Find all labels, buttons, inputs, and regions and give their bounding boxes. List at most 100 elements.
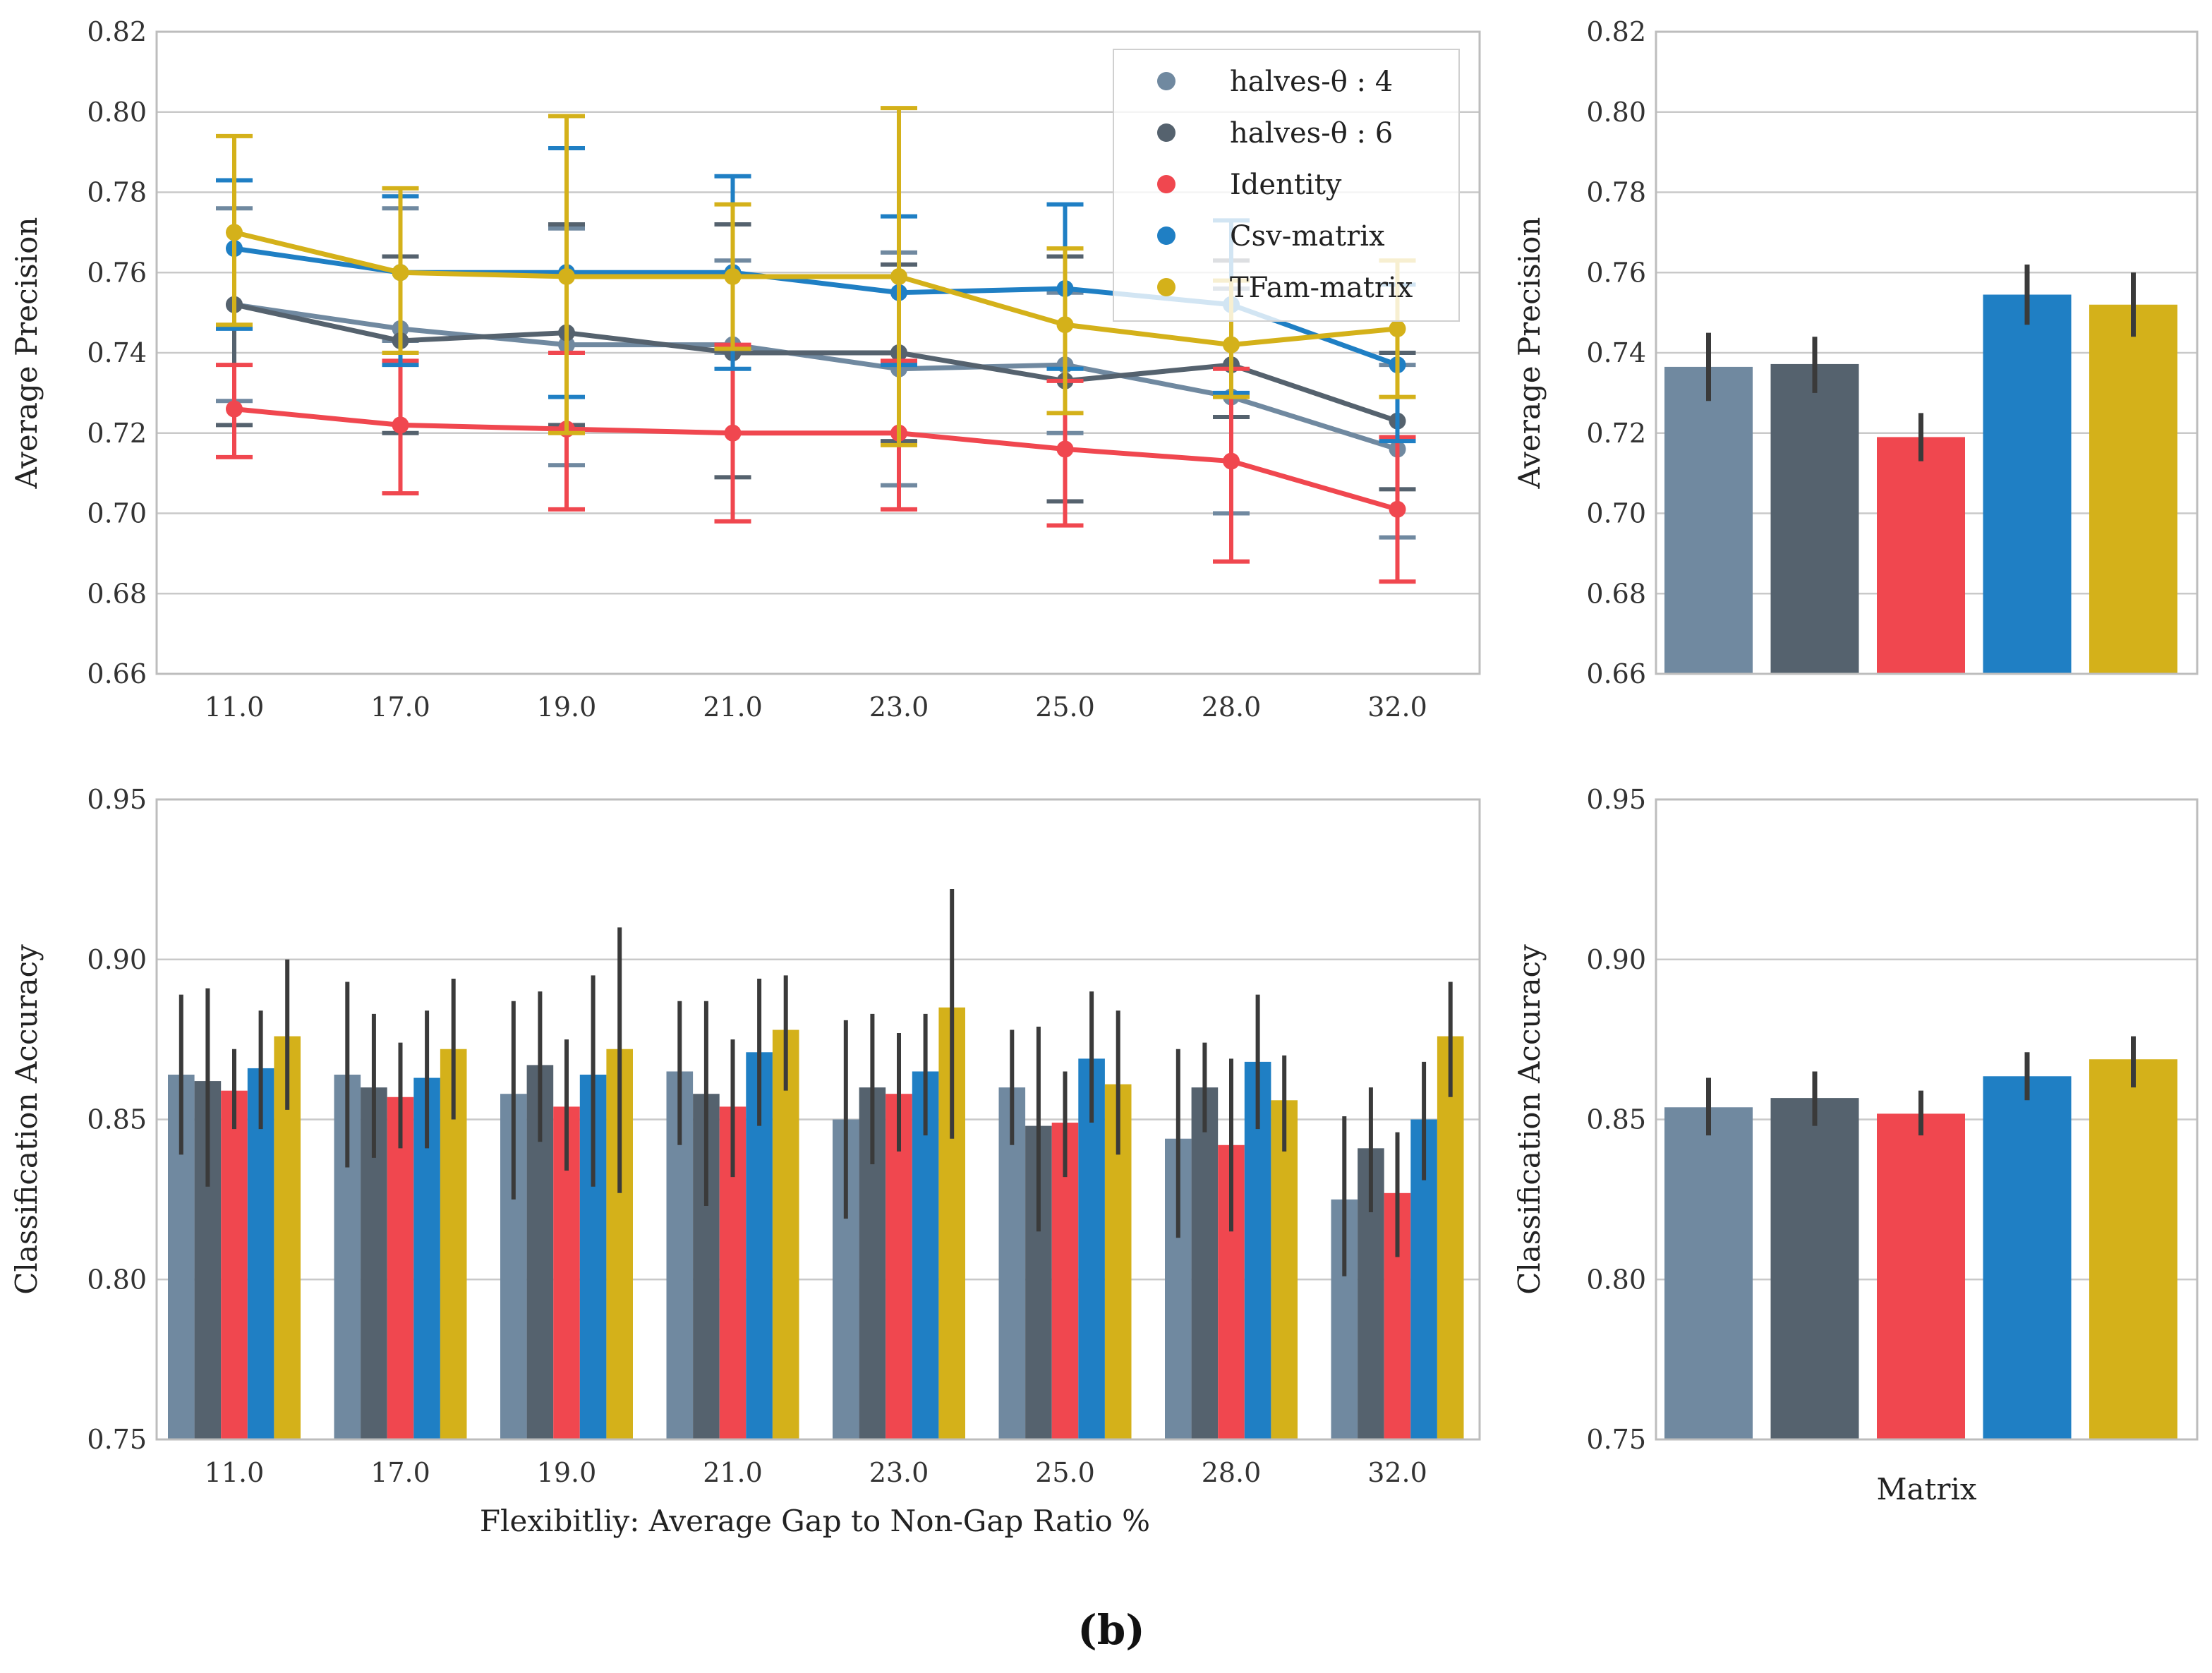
plot-frame	[1655, 30, 2199, 675]
x-tick-label: 11.0	[205, 1457, 265, 1488]
bar-tfam	[772, 1029, 799, 1439]
x-tick-label: 32.0	[1367, 691, 1427, 723]
legend-marker-halves6	[1157, 123, 1175, 142]
x-tick-label: 17.0	[370, 1457, 430, 1488]
y-tick-label: 0.66	[1586, 658, 1646, 689]
x-tick-label: 28.0	[1202, 691, 1262, 723]
x-tick-label: 23.0	[869, 1457, 929, 1488]
legend-label-csv: Csv-matrix	[1230, 220, 1385, 253]
y-tick-label: 0.78	[1586, 177, 1646, 208]
y-tick-label: 0.75	[1586, 1424, 1646, 1455]
legend-marker-tfam	[1157, 278, 1175, 296]
average-precision-bar-chart: 0.66 0.68 0.70 0.72 0.74 0.76 0.78 0.80 0.82 Aver…	[1512, 16, 2199, 689]
y-tick-label: 0.95	[1586, 784, 1646, 815]
y-tick-label: 0.85	[87, 1104, 147, 1135]
y-tick-label: 0.90	[1586, 944, 1646, 975]
y-tick-label: 0.80	[1586, 97, 1646, 128]
legend-label-halves6: halves-θ : 6	[1230, 117, 1393, 150]
data-point	[392, 264, 409, 282]
y-tick-label: 0.70	[87, 498, 147, 529]
x-axis-label: Matrix	[1876, 1472, 1976, 1506]
legend-label-halves4: halves-θ : 4	[1230, 66, 1393, 98]
bar-tfam	[1437, 1036, 1464, 1439]
bar-halves4	[1664, 1107, 1753, 1439]
y-tick-label: 0.90	[87, 944, 147, 975]
y-axis-label: Average Precision	[9, 217, 44, 490]
bar-identity	[221, 1090, 248, 1439]
bar-halves4	[998, 1087, 1026, 1439]
series-line	[234, 406, 1398, 512]
series-tfam	[216, 106, 1416, 447]
data-point	[392, 416, 409, 434]
x-tick-label: 23.0	[869, 691, 929, 723]
legend-label-identity: Identity	[1230, 169, 1342, 201]
data-point	[226, 224, 243, 241]
data-point	[890, 267, 907, 285]
plot-frame	[155, 30, 1481, 675]
bar-tfam	[2089, 1059, 2177, 1439]
x-tick-label: 32.0	[1367, 1457, 1427, 1488]
legend-marker-halves4	[1157, 72, 1175, 90]
series-halves4	[168, 982, 1358, 1439]
series-tfam	[274, 888, 1464, 1439]
y-axis-label: Classification Accuracy	[1512, 944, 1547, 1295]
y-tick-label: 0.72	[1586, 418, 1646, 449]
y-tick-label: 0.66	[87, 658, 147, 689]
data-point	[226, 400, 243, 418]
y-tick-label: 0.76	[1586, 257, 1646, 288]
y-tick-label: 0.72	[87, 418, 147, 449]
y-tick-label: 0.82	[1586, 16, 1646, 47]
average-precision-line-chart: 0.66 0.68 0.70 0.72 0.74 0.76 0.78 0.80 0.82 Aver…	[9, 16, 1481, 723]
y-tick-label: 0.95	[87, 784, 147, 815]
data-point	[724, 267, 742, 285]
series-identity	[221, 1033, 1411, 1439]
classification-accuracy-bar-chart: 0.75 0.80 0.85 0.90 0.95 Classification Accur…	[1512, 784, 2199, 1506]
y-axis-label: Classification Accuracy	[9, 944, 44, 1295]
y-tick-label: 0.70	[1586, 498, 1646, 529]
x-tick-label: 25.0	[1035, 1457, 1095, 1488]
series-line	[234, 302, 1398, 452]
y-tick-label: 0.82	[87, 16, 147, 47]
y-tick-label: 0.85	[1586, 1104, 1646, 1135]
y-tick-label: 0.75	[87, 1424, 147, 1455]
data-point	[1389, 500, 1406, 518]
bar-csv	[1983, 294, 2072, 674]
bar-tfam	[1271, 1100, 1298, 1439]
bar-halves4	[1664, 366, 1753, 674]
data-point	[724, 424, 742, 442]
bar-tfam	[2089, 304, 2177, 674]
x-tick-label: 28.0	[1202, 1457, 1262, 1488]
y-tick-label: 0.68	[1586, 578, 1646, 609]
x-tick-label: 21.0	[703, 691, 763, 723]
bar-identity	[1877, 1113, 1965, 1439]
bar-halves6	[1191, 1087, 1219, 1439]
y-axis-label: Average Precision	[1512, 217, 1547, 490]
legend: halves-θ : 4 halves-θ : 6 Identity Csv-matr…	[1113, 49, 1460, 322]
series-halves6	[194, 988, 1384, 1439]
y-tick-label: 0.76	[87, 257, 147, 288]
x-tick-label: 19.0	[537, 691, 597, 723]
x-tick-label: 11.0	[205, 691, 265, 723]
y-tick-label: 0.78	[87, 177, 147, 208]
y-tick-label: 0.80	[87, 1264, 147, 1295]
y-tick-label: 0.80	[1586, 1264, 1646, 1295]
data-point	[1389, 320, 1406, 337]
bar-csv	[1983, 1076, 2072, 1439]
data-point	[1056, 440, 1074, 458]
data-point	[1223, 452, 1240, 470]
bar-identity	[1877, 437, 1965, 674]
y-tick-label: 0.68	[87, 578, 147, 609]
y-tick-label: 0.74	[87, 337, 147, 368]
bar-identity	[387, 1097, 414, 1439]
x-tick-label: 17.0	[370, 691, 430, 723]
bar-csv	[247, 1068, 274, 1439]
y-tick-label: 0.80	[87, 97, 147, 128]
legend-marker-identity	[1157, 175, 1175, 193]
data-point	[558, 267, 575, 285]
legend-marker-csv	[1157, 227, 1175, 245]
series-identity	[216, 342, 1416, 584]
bar-halves6	[1770, 1098, 1859, 1439]
x-axis-label: Flexibitliy: Average Gap to Non-Gap Rati…	[480, 1504, 1150, 1538]
classification-accuracy-grouped-bar-chart: 0.75 0.80 0.85 0.90 0.95 Classification Accur…	[9, 784, 1481, 1538]
